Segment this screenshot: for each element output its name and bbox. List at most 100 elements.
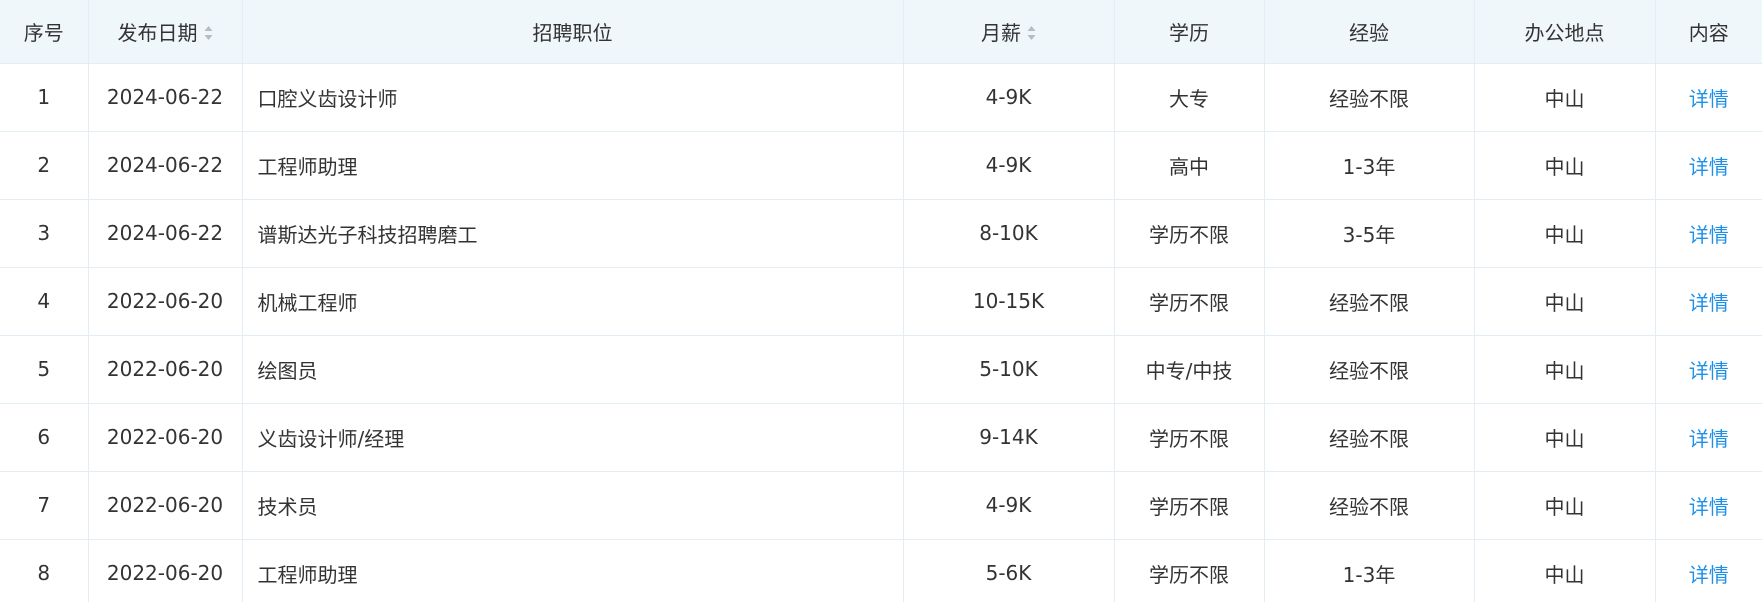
cell-position: 工程师助理 — [242, 539, 904, 602]
column-header-date[interactable]: 发布日期 — [88, 0, 243, 64]
cell-education: 中专/中技 — [1114, 335, 1265, 404]
cell-location: 中山 — [1474, 403, 1656, 472]
column-header-label: 发布日期 — [117, 20, 198, 45]
cell-salary: 9-14K — [903, 403, 1115, 472]
table-row: 3 2024-06-22 谱斯达光子科技招聘磨工 8-10K 学历不限 3-5年 中山 详情 — [0, 199, 1762, 268]
cell-salary: 5-10K — [903, 335, 1115, 404]
cell-education: 学历不限 — [1114, 199, 1265, 268]
cell-salary: 4-9K — [903, 471, 1115, 540]
cell-education: 学历不限 — [1114, 539, 1265, 602]
cell-index: 7 — [0, 471, 89, 540]
cell-experience: 经验不限 — [1264, 471, 1475, 540]
column-header-label: 招聘职位 — [532, 20, 613, 45]
cell-location: 中山 — [1474, 199, 1656, 268]
cell-experience: 经验不限 — [1264, 267, 1475, 336]
cell-salary: 10-15K — [903, 267, 1115, 336]
sort-caret-icon[interactable] — [1027, 25, 1036, 41]
table-row: 5 2022-06-20 绘图员 5-10K 中专/中技 经验不限 中山 详情 — [0, 335, 1762, 404]
cell-date: 2024-06-22 — [88, 63, 243, 132]
detail-link[interactable]: 详情 — [1688, 562, 1729, 587]
header-row: 序号 发布日期 招聘职位 月薪 学历 经验 办公地点 内容 — [0, 0, 1762, 64]
cell-position: 机械工程师 — [242, 267, 904, 336]
detail-link[interactable]: 详情 — [1688, 290, 1729, 315]
cell-salary: 5-6K — [903, 539, 1115, 602]
cell-date: 2022-06-20 — [88, 539, 243, 602]
cell-education: 高中 — [1114, 131, 1265, 200]
column-header-label: 经验 — [1349, 20, 1389, 45]
cell-education: 学历不限 — [1114, 471, 1265, 540]
cell-position: 谱斯达光子科技招聘磨工 — [242, 199, 904, 268]
cell-location: 中山 — [1474, 335, 1656, 404]
cell-date: 2022-06-20 — [88, 403, 243, 472]
cell-index: 8 — [0, 539, 89, 602]
table-row: 8 2022-06-20 工程师助理 5-6K 学历不限 1-3年 中山 详情 — [0, 539, 1762, 602]
table-row: 2 2024-06-22 工程师助理 4-9K 高中 1-3年 中山 详情 — [0, 131, 1762, 200]
cell-content: 详情 — [1655, 471, 1762, 540]
column-header-label: 内容 — [1688, 20, 1729, 45]
table-row: 6 2022-06-20 义齿设计师/经理 9-14K 学历不限 经验不限 中山 详情 — [0, 403, 1762, 472]
cell-experience: 3-5年 — [1264, 199, 1475, 268]
column-header-label: 月薪 — [981, 20, 1021, 45]
cell-education: 学历不限 — [1114, 267, 1265, 336]
column-header-position: 招聘职位 — [242, 0, 904, 64]
cell-position: 口腔义齿设计师 — [242, 63, 904, 132]
detail-link[interactable]: 详情 — [1688, 426, 1729, 451]
cell-index: 5 — [0, 335, 89, 404]
cell-salary: 4-9K — [903, 131, 1115, 200]
cell-date: 2024-06-22 — [88, 131, 243, 200]
column-header-experience: 经验 — [1264, 0, 1475, 64]
cell-position: 工程师助理 — [242, 131, 904, 200]
cell-index: 1 — [0, 63, 89, 132]
column-header-label: 办公地点 — [1524, 20, 1605, 45]
detail-link[interactable]: 详情 — [1688, 86, 1729, 111]
cell-experience: 1-3年 — [1264, 539, 1475, 602]
cell-position: 义齿设计师/经理 — [242, 403, 904, 472]
cell-index: 4 — [0, 267, 89, 336]
cell-location: 中山 — [1474, 131, 1656, 200]
detail-link[interactable]: 详情 — [1688, 154, 1729, 179]
column-header-salary[interactable]: 月薪 — [903, 0, 1115, 64]
column-header-location: 办公地点 — [1474, 0, 1656, 64]
cell-experience: 1-3年 — [1264, 131, 1475, 200]
cell-position: 技术员 — [242, 471, 904, 540]
cell-content: 详情 — [1655, 539, 1762, 602]
cell-position: 绘图员 — [242, 335, 904, 404]
cell-date: 2022-06-20 — [88, 335, 243, 404]
column-header-label: 学历 — [1169, 20, 1209, 45]
column-header-label: 序号 — [23, 20, 64, 45]
cell-location: 中山 — [1474, 471, 1656, 540]
sort-caret-icon[interactable] — [204, 25, 213, 41]
column-header-content: 内容 — [1655, 0, 1762, 64]
detail-link[interactable]: 详情 — [1688, 494, 1729, 519]
table-row: 7 2022-06-20 技术员 4-9K 学历不限 经验不限 中山 详情 — [0, 471, 1762, 540]
cell-experience: 经验不限 — [1264, 335, 1475, 404]
cell-salary: 8-10K — [903, 199, 1115, 268]
cell-location: 中山 — [1474, 267, 1656, 336]
table-row: 1 2024-06-22 口腔义齿设计师 4-9K 大专 经验不限 中山 详情 — [0, 63, 1762, 132]
cell-date: 2022-06-20 — [88, 471, 243, 540]
cell-content: 详情 — [1655, 335, 1762, 404]
table-header: 序号 发布日期 招聘职位 月薪 学历 经验 办公地点 内容 — [0, 0, 1762, 64]
cell-date: 2022-06-20 — [88, 267, 243, 336]
column-header-index: 序号 — [0, 0, 89, 64]
cell-education: 大专 — [1114, 63, 1265, 132]
cell-content: 详情 — [1655, 131, 1762, 200]
cell-experience: 经验不限 — [1264, 63, 1475, 132]
cell-salary: 4-9K — [903, 63, 1115, 132]
column-header-education: 学历 — [1114, 0, 1265, 64]
table-body: 1 2024-06-22 口腔义齿设计师 4-9K 大专 经验不限 中山 详情 2 2024-06… — [0, 63, 1762, 602]
cell-education: 学历不限 — [1114, 403, 1265, 472]
detail-link[interactable]: 详情 — [1688, 222, 1729, 247]
cell-content: 详情 — [1655, 403, 1762, 472]
cell-experience: 经验不限 — [1264, 403, 1475, 472]
cell-content: 详情 — [1655, 267, 1762, 336]
cell-location: 中山 — [1474, 539, 1656, 602]
cell-index: 2 — [0, 131, 89, 200]
cell-index: 6 — [0, 403, 89, 472]
detail-link[interactable]: 详情 — [1688, 358, 1729, 383]
cell-content: 详情 — [1655, 199, 1762, 268]
cell-content: 详情 — [1655, 63, 1762, 132]
cell-index: 3 — [0, 199, 89, 268]
